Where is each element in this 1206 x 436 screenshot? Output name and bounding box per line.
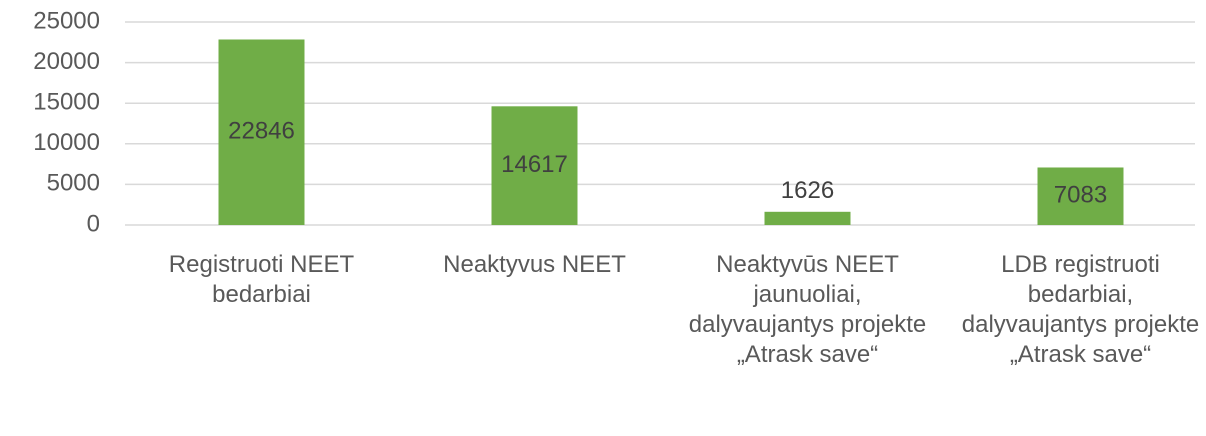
data-label: 14617 bbox=[501, 151, 568, 178]
bar bbox=[491, 106, 578, 225]
bar bbox=[764, 211, 851, 225]
data-label: 1626 bbox=[781, 177, 834, 204]
y-tick-label: 10000 bbox=[33, 129, 100, 156]
x-tick-label: LDB registruoti bedarbiai, dalyvaujantys… bbox=[961, 251, 1200, 368]
y-tick-label: 20000 bbox=[33, 48, 100, 75]
bar bbox=[218, 39, 305, 225]
y-tick-label: 5000 bbox=[47, 170, 100, 197]
x-tick-label: Neaktyvūs NEET jaunuoliai, dalyvaujantys… bbox=[688, 251, 927, 368]
y-tick-label: 0 bbox=[87, 210, 100, 237]
x-tick-label: Neaktyvus NEET bbox=[443, 251, 626, 278]
y-tick-label: 15000 bbox=[33, 89, 100, 116]
bar bbox=[1037, 167, 1124, 225]
data-label: 22846 bbox=[228, 118, 295, 145]
y-tick-label: 25000 bbox=[33, 7, 100, 34]
x-tick-label: Registruoti NEET bedarbiai bbox=[168, 251, 355, 308]
data-label: 7083 bbox=[1054, 182, 1107, 209]
